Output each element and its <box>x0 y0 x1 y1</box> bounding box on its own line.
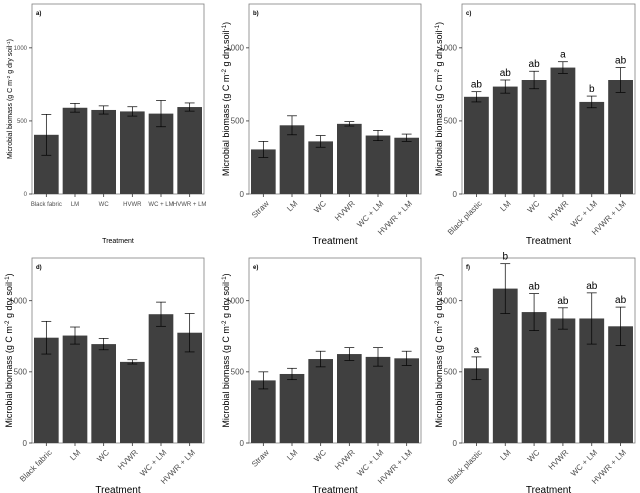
significance-letter: ab <box>500 68 512 79</box>
bar <box>608 80 633 194</box>
y-tick-label: 500 <box>444 368 458 377</box>
y-tick-label: 0 <box>23 439 28 448</box>
y-tick-label: 500 <box>231 368 245 377</box>
panel-label: f) <box>466 265 470 271</box>
bar <box>464 96 489 194</box>
bar <box>337 123 362 194</box>
bar <box>365 135 391 194</box>
bar <box>148 314 174 443</box>
bar <box>365 356 391 443</box>
bar <box>550 67 576 194</box>
panel-frame <box>461 3 636 195</box>
bar <box>91 344 116 443</box>
significance-letter: ab <box>615 295 627 306</box>
x-axis-label: Treatment <box>526 485 571 493</box>
bar <box>120 361 145 443</box>
y-tick-label: 1000 <box>226 296 244 305</box>
bar <box>394 137 419 194</box>
bar <box>492 86 518 194</box>
y-tick-label: 0 <box>453 439 458 448</box>
y-tick-label: 500 <box>17 119 28 125</box>
significance-letter: b <box>589 84 595 95</box>
bar <box>492 288 518 443</box>
x-tick-label: Black fabric <box>31 202 62 208</box>
y-axis-label: Microbial biomass (g C m-2 g dry soil-1) <box>434 273 445 427</box>
significance-letter: ab <box>586 281 598 292</box>
y-tick-label: 0 <box>240 439 245 448</box>
x-tick-label: LM <box>71 202 79 208</box>
y-tick-label: 1000 <box>439 44 457 53</box>
significance-letter: ab <box>557 296 569 307</box>
x-tick-label: WC <box>99 202 110 208</box>
significance-letter: ab <box>471 80 483 91</box>
y-axis-label: Microbial biomass (g C m-2 g dry soil-1) <box>6 39 15 159</box>
bar <box>91 109 116 194</box>
bar <box>120 111 145 194</box>
panel-label: b) <box>253 11 259 17</box>
bar <box>308 359 333 443</box>
significance-letter: ab <box>529 282 541 293</box>
bar <box>521 312 547 443</box>
y-tick-label: 500 <box>444 117 458 126</box>
bar <box>337 354 362 443</box>
y-tick-label: 1000 <box>226 44 244 53</box>
bar <box>279 373 305 443</box>
panel-label: e) <box>253 265 258 271</box>
panel-frame <box>248 257 422 444</box>
x-axis-label: Treatment <box>526 236 571 247</box>
bar <box>34 337 59 443</box>
panel-frame <box>461 257 636 444</box>
y-tick-label: 0 <box>240 190 245 199</box>
x-tick-label: WC + LM <box>148 202 173 208</box>
y-tick-label: 500 <box>14 368 28 377</box>
panel-label: d) <box>36 265 42 271</box>
bar <box>279 125 305 194</box>
bar <box>394 358 419 443</box>
panel-label: a) <box>36 11 41 17</box>
x-axis-label: Treatment <box>102 238 134 245</box>
y-axis-label: Microbial biomass (g C m-2 g dry soil-1) <box>434 22 445 176</box>
x-axis-label: Treatment <box>312 485 357 493</box>
significance-letter: ab <box>529 59 541 70</box>
panel-label: c) <box>466 11 471 17</box>
y-tick-label: 0 <box>24 192 28 198</box>
panel-frame <box>31 257 205 444</box>
significance-letter: b <box>502 252 508 263</box>
y-tick-label: 1000 <box>14 46 28 52</box>
bar <box>521 80 547 194</box>
bar <box>177 107 202 194</box>
x-tick-label: HVWR <box>123 202 142 208</box>
x-axis-label: Treatment <box>312 236 357 247</box>
bar <box>308 141 333 194</box>
significance-letter: a <box>474 345 480 356</box>
x-axis-label: Treatment <box>95 485 140 493</box>
y-axis-label: Microbial biomass (g C m-2 g dry soil-1) <box>4 273 15 427</box>
bar <box>62 335 88 443</box>
panel-frame <box>31 3 205 195</box>
significance-letter: a <box>560 50 566 61</box>
bar <box>579 101 605 194</box>
bar <box>550 318 576 443</box>
bar <box>464 368 489 443</box>
y-tick-label: 500 <box>231 117 245 126</box>
y-tick-label: 1000 <box>9 296 27 305</box>
significance-letter: ab <box>615 56 627 67</box>
x-tick-label: HVWR + LM <box>173 202 207 208</box>
bar <box>62 107 88 194</box>
panel-frame <box>248 3 422 195</box>
y-axis-label: Microbial biomass (g C m-2 g dry soil-1) <box>221 22 232 176</box>
y-axis-label: Microbial biomass (g C m-2 g dry soil-1) <box>221 273 232 427</box>
y-tick-label: 1000 <box>439 296 457 305</box>
bar <box>251 380 276 443</box>
y-tick-label: 0 <box>453 190 458 199</box>
